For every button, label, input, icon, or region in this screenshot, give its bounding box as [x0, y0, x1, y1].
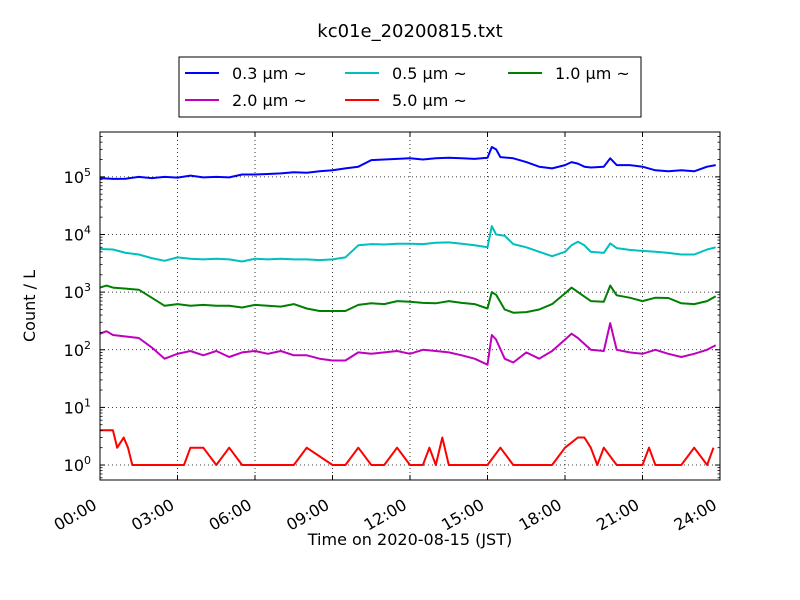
series-line: [100, 322, 717, 366]
x-tick-label: 18:00: [516, 495, 565, 535]
y-tick-label: 104: [64, 223, 91, 244]
x-tick-label: 12:00: [361, 495, 410, 535]
legend: 0.3 μm ~ 0.5 μm ~ 1.0 μm ~ 2.0 μm ~ 5.0 μm ~: [178, 56, 642, 118]
series-line: [100, 284, 717, 314]
legend-label: 1.0 μm ~: [555, 64, 630, 83]
y-tick-label: 100: [64, 454, 91, 475]
y-tick-labels: 100 101 102 103 104 105: [64, 166, 91, 475]
chart-title: kc01e_20200815.txt: [317, 21, 502, 42]
x-tick-label: 06:00: [206, 495, 255, 535]
x-tick-label: 03:00: [128, 495, 177, 535]
series-line: [100, 146, 716, 180]
x-tick-label: 24:00: [671, 495, 720, 535]
y-tick-label: 101: [64, 396, 91, 417]
legend-label: 2.0 μm ~: [232, 91, 307, 110]
x-axis-label: Time on 2020-08-15 (JST): [307, 530, 512, 549]
legend-label: 0.5 μm ~: [392, 64, 467, 83]
series-lines: [100, 146, 717, 466]
y-tick-label: 105: [64, 166, 91, 187]
x-tick-labels: 00:00 03:00 06:00 09:00 12:00 15:00 18:00 21:00…: [51, 495, 720, 535]
y-tick-label: 103: [64, 281, 91, 302]
legend-box: [178, 56, 642, 118]
series-line: [100, 225, 716, 263]
y-tick-label: 102: [64, 339, 91, 360]
x-tick-label: 09:00: [283, 495, 332, 535]
x-tick-label: 15:00: [438, 495, 487, 535]
y-axis-label: Count / L: [20, 270, 39, 342]
legend-label: 0.3 μm ~: [232, 64, 307, 83]
axis-ticks: [99, 131, 721, 480]
legend-label: 5.0 μm ~: [392, 91, 467, 110]
x-tick-label: 21:00: [593, 495, 642, 535]
series-line: [100, 429, 715, 466]
x-tick-label: 00:00: [51, 495, 100, 535]
